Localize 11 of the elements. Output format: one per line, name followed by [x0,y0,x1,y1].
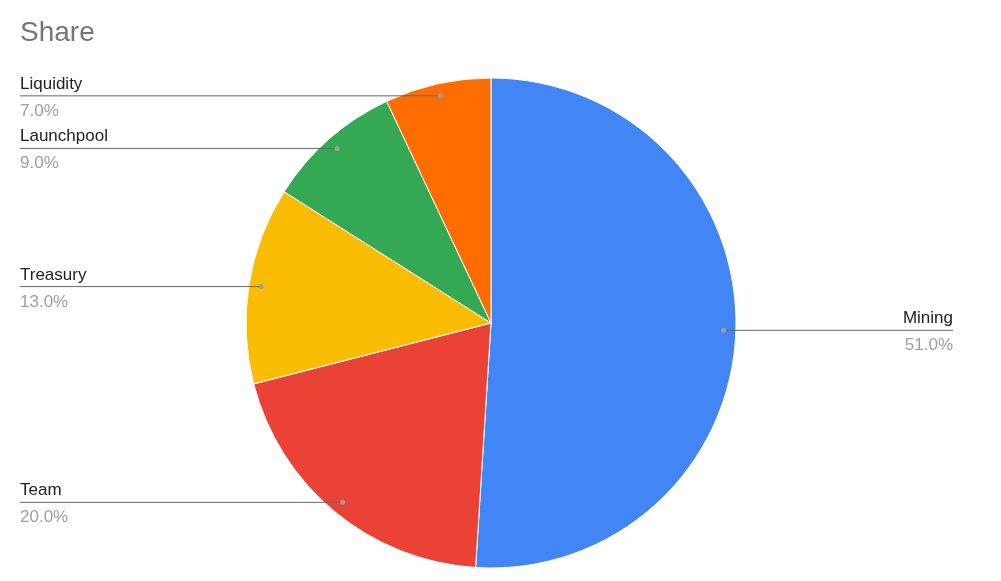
data-label: 20.0% [20,507,69,527]
slice-label: Mining [902,308,953,328]
data-label: 9.0% [20,153,59,173]
slice-label: Team [20,480,62,500]
data-label: 7.0% [20,100,59,120]
chart-title: Share [20,16,95,48]
slice-label: Treasury [20,264,87,284]
slice-label: Liquidity [20,73,83,93]
slice-label: Launchpool [20,126,108,146]
data-label: 13.0% [20,291,69,311]
data-label: 51.0% [904,335,953,355]
